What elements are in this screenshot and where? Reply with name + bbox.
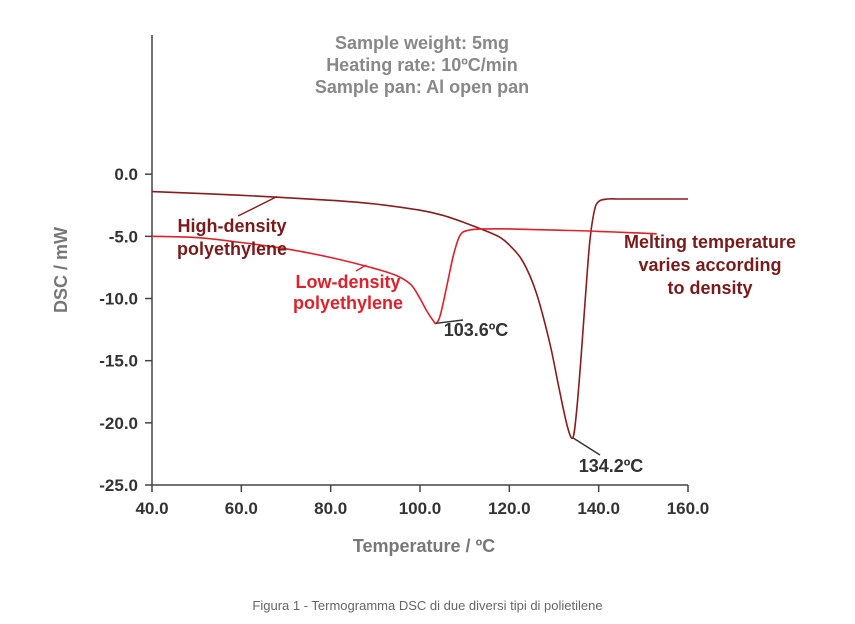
test-conditions: Sample weight: 5mg Heating rate: 10ºC/mi… xyxy=(315,33,529,97)
svg-text:Low-density: Low-density xyxy=(295,272,400,292)
melting-note: Melting temperature varies according to … xyxy=(624,232,796,298)
condition-sample-weight: Sample weight: 5mg xyxy=(335,33,509,53)
x-tick-label: 140.0 xyxy=(577,499,620,518)
x-tick-label: 60.0 xyxy=(225,499,258,518)
dsc-chart: 40.0 60.0 80.0 100.0 120.0 140.0 160.0 0.0 -5.0… xyxy=(51,33,796,556)
condition-heating-rate: Heating rate: 10ºC/min xyxy=(326,55,518,75)
x-tick-label: 80.0 xyxy=(314,499,347,518)
x-tick-label: 40.0 xyxy=(135,499,168,518)
svg-text:polyethylene: polyethylene xyxy=(293,293,403,313)
x-tick-label: 100.0 xyxy=(399,499,442,518)
x-axis-ticks: 40.0 60.0 80.0 100.0 120.0 140.0 160.0 xyxy=(135,485,709,518)
y-tick-label: -10.0 xyxy=(99,290,138,309)
figure-caption: Figura 1 - Termogramma DSC di due divers… xyxy=(252,598,603,613)
svg-text:to density: to density xyxy=(667,278,752,298)
x-axis-title: Temperature / ºC xyxy=(353,536,495,556)
y-tick-label: -15.0 xyxy=(99,352,138,371)
y-axis-title: DSC / mW xyxy=(51,227,71,313)
y-tick-label: 0.0 xyxy=(114,165,138,184)
chart-axes xyxy=(151,35,688,486)
ldpe-label: Low-density polyethylene xyxy=(293,272,403,313)
y-axis-ticks: 0.0 -5.0 -10.0 -15.0 -20.0 -25.0 xyxy=(99,165,152,495)
ldpe-peak-label: 103.6ºC xyxy=(444,320,509,340)
x-tick-label: 160.0 xyxy=(667,499,710,518)
hdpe-label: High-density polyethylene xyxy=(177,216,287,259)
svg-text:High-density: High-density xyxy=(177,216,286,236)
y-tick-label: -20.0 xyxy=(99,414,138,433)
y-tick-label: -25.0 xyxy=(99,476,138,495)
svg-text:polyethylene: polyethylene xyxy=(177,239,287,259)
hdpe-curve xyxy=(151,190,688,440)
hdpe-leader-line xyxy=(237,195,278,217)
svg-text:Melting temperature: Melting temperature xyxy=(624,232,796,252)
leader-lines xyxy=(237,195,601,456)
x-tick-label: 120.0 xyxy=(488,499,531,518)
ldpe-peak-leader-line xyxy=(435,319,464,325)
condition-sample-pan: Sample pan: Al open pan xyxy=(315,77,529,97)
y-tick-label: -5.0 xyxy=(109,227,138,246)
ldpe-leader-line xyxy=(355,264,367,272)
hdpe-peak-label: 134.2ºC xyxy=(579,456,644,476)
svg-text:varies according: varies according xyxy=(638,255,781,275)
hdpe-peak-leader-line xyxy=(572,437,601,456)
